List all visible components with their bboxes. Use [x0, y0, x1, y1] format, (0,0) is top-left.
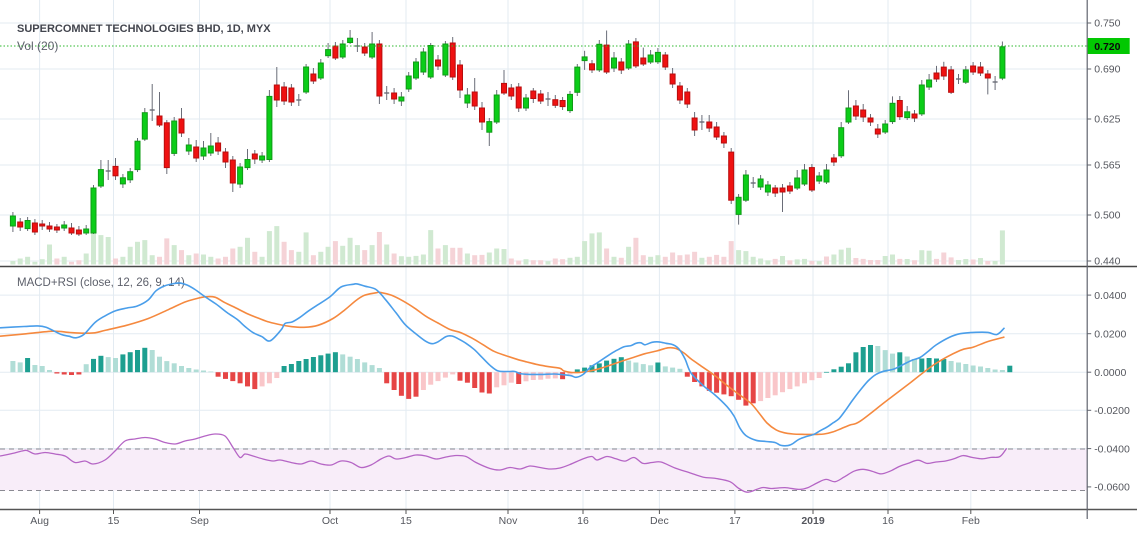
svg-text:0.500: 0.500 [1094, 210, 1120, 222]
svg-text:2019: 2019 [801, 515, 825, 527]
svg-text:Vol (20): Vol (20) [17, 39, 58, 53]
svg-text:Nov: Nov [499, 515, 518, 527]
svg-text:15: 15 [400, 515, 412, 527]
svg-text:Oct: Oct [322, 515, 338, 527]
svg-text:0.440: 0.440 [1094, 256, 1120, 268]
svg-text:0.0400: 0.0400 [1094, 290, 1126, 302]
svg-text:0.690: 0.690 [1094, 64, 1120, 76]
svg-text:Sep: Sep [190, 515, 209, 527]
svg-text:MACD+RSI (close, 12, 26, 9, 14: MACD+RSI (close, 12, 26, 9, 14) [17, 277, 185, 289]
svg-text:16: 16 [882, 515, 894, 527]
svg-text:0.720: 0.720 [1094, 41, 1120, 53]
svg-text:SUPERCOMNET TECHNOLOGIES BHD,: SUPERCOMNET TECHNOLOGIES BHD, 1D, MYX [17, 23, 271, 35]
svg-text:-0.0400: -0.0400 [1094, 443, 1130, 455]
svg-text:0.625: 0.625 [1094, 114, 1120, 126]
svg-text:0.0200: 0.0200 [1094, 328, 1126, 340]
svg-text:Aug: Aug [30, 515, 49, 527]
svg-text:16: 16 [577, 515, 589, 527]
svg-text:-0.0600: -0.0600 [1094, 482, 1130, 494]
svg-text:0.750: 0.750 [1094, 18, 1120, 30]
svg-text:15: 15 [108, 515, 120, 527]
svg-text:Dec: Dec [650, 515, 669, 527]
svg-text:17: 17 [729, 515, 741, 527]
svg-text:-0.0200: -0.0200 [1094, 405, 1130, 417]
svg-text:0.565: 0.565 [1094, 160, 1120, 172]
svg-text:0.0000: 0.0000 [1094, 367, 1126, 379]
svg-text:Feb: Feb [962, 515, 980, 527]
